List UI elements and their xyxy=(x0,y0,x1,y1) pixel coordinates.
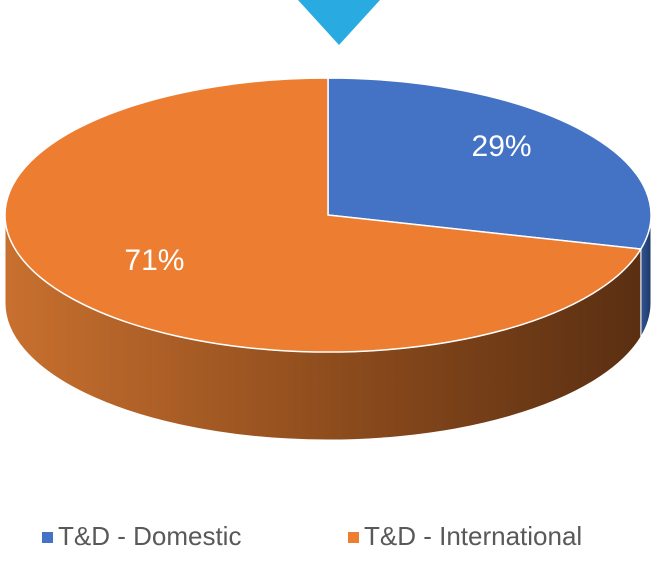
slice xyxy=(4,77,643,353)
data-label: 29% xyxy=(472,130,532,163)
legend-label: T&D - Domestic xyxy=(58,521,241,551)
legend-swatch xyxy=(42,532,53,543)
legend-swatch xyxy=(348,532,359,543)
legend: T&D - Domestic T&D - International xyxy=(42,521,582,551)
pointer-marker xyxy=(298,0,380,45)
pie: 29% 71% xyxy=(4,77,652,441)
legend-label: T&D - International xyxy=(364,521,582,551)
data-label: 71% xyxy=(124,244,184,277)
slice xyxy=(327,77,652,250)
